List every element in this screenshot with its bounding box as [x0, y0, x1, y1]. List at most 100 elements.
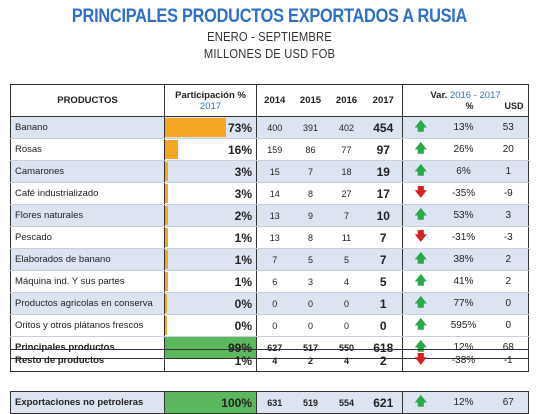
share-value: 3% — [234, 186, 252, 201]
value-2015: 0 — [292, 314, 329, 337]
var-pct: -31% — [438, 226, 489, 249]
col-header-participacion: Participación % 2017 — [164, 84, 257, 117]
arrow-up-icon: 🡅 — [402, 270, 439, 293]
value-2014: 400 — [256, 116, 293, 139]
product-share: 1% — [164, 270, 257, 293]
var-usd: 0 — [488, 314, 530, 337]
value-2016: 402 — [328, 116, 365, 139]
var-pct: 77% — [438, 292, 489, 315]
product-name: Máquina ind. Y sus partes — [10, 270, 165, 293]
share-bar — [165, 250, 168, 269]
var-label: Var. — [430, 90, 448, 101]
exports-label: Exportaciones no petroleras — [10, 391, 165, 414]
title-block: PRINCIPALES PRODUCTOS EXPORTADOS A RUSIA… — [0, 6, 539, 62]
value-2016: 7 — [328, 204, 365, 227]
total-pct-value: 99% — [227, 340, 252, 355]
var-usd: 3 — [488, 204, 530, 227]
value-2016: 0 — [328, 314, 365, 337]
rest-table: Resto de productos 1% 4 2 4 2 🡇 -38% -1 — [10, 349, 529, 372]
rest-var-usd: -1 — [488, 349, 529, 372]
table-row: Rosas 16% 159 86 77 97 🡅 26% 20 — [10, 138, 530, 161]
share-value: 3% — [234, 164, 252, 179]
rest-pct: 1% — [164, 349, 257, 372]
product-share: 16% — [164, 138, 257, 161]
table-row: Productos agricolas en conserva 0% 0 0 0 1 🡅 77… — [10, 292, 530, 315]
value-2014: 14 — [256, 182, 293, 205]
rest-label: Resto de productos — [10, 349, 165, 372]
share-value: 16% — [227, 142, 252, 157]
var-usd: 1 — [488, 160, 530, 183]
col-header-var: Var. 2016 - 2017 % USD — [402, 84, 530, 117]
value-2016: 11 — [328, 226, 365, 249]
product-name: Camarones — [10, 160, 165, 183]
share-value: 0% — [234, 318, 252, 333]
var-usd: 2 — [488, 270, 530, 293]
product-share: 1% — [164, 248, 257, 271]
share-bar — [165, 140, 178, 159]
exports-var-pct: 12% — [438, 391, 489, 414]
table-row: Flores naturales 2% 13 9 7 10 🡅 53% 3 — [10, 204, 530, 227]
rest-2014: 4 — [256, 349, 293, 372]
product-name: Productos agricolas en conserva — [10, 292, 165, 315]
exports-2017: 621 — [364, 391, 403, 414]
arrow-down-icon: 🡇 — [402, 349, 439, 372]
value-2014: 159 — [256, 138, 293, 161]
value-2016: 18 — [328, 160, 365, 183]
arrow-down-icon: 🡇 — [402, 182, 439, 205]
share-value: 1% — [234, 230, 252, 245]
value-2014: 13 — [256, 226, 293, 249]
share-value: 2% — [234, 208, 252, 223]
product-share: 3% — [164, 182, 257, 205]
arrow-up-icon: 🡅 — [402, 160, 439, 183]
product-name: Oritos y otros plátanos frescos — [10, 314, 165, 337]
share-bar — [165, 184, 168, 203]
share-value: 1% — [234, 252, 252, 267]
value-2016: 5 — [328, 248, 365, 271]
product-share: 0% — [164, 314, 257, 337]
exports-var-usd: 67 — [488, 391, 529, 414]
table-row: Café industrializado 3% 14 8 27 17 🡇 -35% -9 — [10, 182, 530, 205]
product-share: 1% — [164, 226, 257, 249]
table-row: Oritos y otros plátanos frescos 0% 0 0 0 0 🡅 59… — [10, 314, 530, 337]
share-value: 73% — [227, 120, 252, 135]
var-pct: 26% — [438, 138, 489, 161]
table-row: Banano 73% 400 391 402 454 🡅 13% 53 — [10, 116, 530, 139]
exports-pct-value: 100% — [221, 395, 252, 410]
product-share: 0% — [164, 292, 257, 315]
product-name: Elaborados de banano — [10, 248, 165, 271]
exports-table: Exportaciones no petroleras 100% 631 519… — [10, 391, 529, 414]
value-2016: 4 — [328, 270, 365, 293]
value-2014: 0 — [256, 314, 293, 337]
var-pct: 595% — [438, 314, 489, 337]
var-usd: 20 — [488, 138, 530, 161]
value-2015: 8 — [292, 182, 329, 205]
value-2015: 391 — [292, 116, 329, 139]
var-pct: -35% — [438, 182, 489, 205]
table-row: Elaborados de banano 1% 7 5 5 7 🡅 38% 2 — [10, 248, 530, 271]
var-usd: -3 — [488, 226, 530, 249]
arrow-up-icon: 🡅 — [402, 391, 439, 414]
value-2016: 27 — [328, 182, 365, 205]
var-usd: 0 — [488, 292, 530, 315]
rest-2016: 4 — [328, 349, 365, 372]
value-2015: 8 — [292, 226, 329, 249]
value-2017: 7 — [364, 248, 403, 271]
arrow-up-icon: 🡅 — [402, 138, 439, 161]
product-name: Rosas — [10, 138, 165, 161]
rest-2017: 2 — [364, 349, 403, 372]
value-2017: 10 — [364, 204, 403, 227]
value-2015: 86 — [292, 138, 329, 161]
share-value: 1% — [234, 274, 252, 289]
product-name: Pescado — [10, 226, 165, 249]
col-header-2016: 2016 — [328, 84, 365, 117]
arrow-up-icon: 🡅 — [402, 292, 439, 315]
var-header-top: Var. 2016 - 2017 — [406, 90, 525, 101]
product-share: 2% — [164, 204, 257, 227]
value-2014: 7 — [256, 248, 293, 271]
share-bar — [165, 118, 226, 137]
share-value: 0% — [234, 296, 252, 311]
rest-pct-value: 1% — [234, 353, 252, 368]
var-usd: -9 — [488, 182, 530, 205]
arrow-up-icon: 🡅 — [402, 116, 439, 139]
value-2017: 1 — [364, 292, 403, 315]
